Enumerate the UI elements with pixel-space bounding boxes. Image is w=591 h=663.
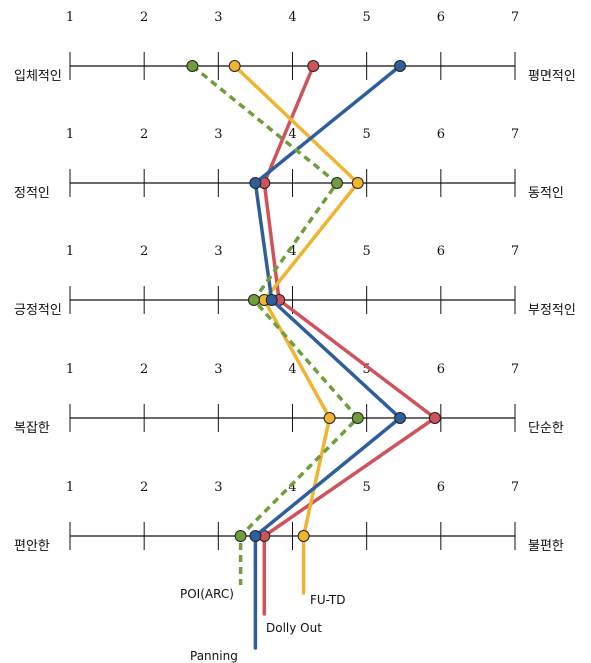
tick-label: 3 xyxy=(214,127,222,142)
series-line-dolly-out xyxy=(262,64,437,616)
series-label-dolly-out: Dolly Out xyxy=(266,621,322,635)
tick-label: 1 xyxy=(66,480,74,495)
tick-label: 5 xyxy=(363,362,371,377)
tick-label: 6 xyxy=(437,127,445,142)
right-anchor-label: 동적인 xyxy=(528,186,564,201)
tick-label: 1 xyxy=(66,362,74,377)
data-point-panning xyxy=(249,530,262,542)
tick-label: 7 xyxy=(511,127,519,142)
tick-label: 3 xyxy=(214,10,222,25)
left-anchor-label: 정적인 xyxy=(14,186,50,201)
tick-label: 1 xyxy=(66,127,74,142)
data-point-poi-arc xyxy=(351,412,364,424)
series-line-fu-td xyxy=(232,64,360,595)
tick-label: 3 xyxy=(214,244,222,259)
tick-label: 6 xyxy=(437,244,445,259)
right-anchor-label: 평면적인 xyxy=(528,69,576,84)
tick-label: 2 xyxy=(140,10,148,25)
series-label-poi-arc: POI(ARC) xyxy=(180,587,234,601)
data-point-poi-arc xyxy=(331,177,343,189)
axes-layer: 1 2 3 4 5 6 7 입체적인 평면적인 1 2 3 4 5 6 7 정적인 동적인 1 2 3 4 5 6 7 긍정적인 부… xyxy=(14,10,576,554)
tick-label: 7 xyxy=(511,10,519,25)
tick-label: 2 xyxy=(140,244,148,259)
tick-label: 2 xyxy=(140,362,148,377)
tick-label: 6 xyxy=(437,362,445,377)
tick-label: 2 xyxy=(140,480,148,495)
data-point-poi-arc xyxy=(247,294,260,306)
series-label-fu-td: FU-TD xyxy=(310,593,345,607)
series-line-panning xyxy=(253,64,402,650)
tick-label: 5 xyxy=(363,244,371,259)
data-point-panning xyxy=(265,294,278,306)
tick-label: 3 xyxy=(214,480,222,495)
series-line-poi-arc xyxy=(191,64,360,585)
tick-label: 5 xyxy=(363,127,371,142)
tick-label: 4 xyxy=(288,127,296,142)
left-anchor-label: 복잡한 xyxy=(14,421,50,436)
tick-label: 6 xyxy=(437,10,445,25)
right-anchor-label: 단순한 xyxy=(528,421,564,436)
tick-label: 6 xyxy=(437,480,445,495)
data-point-panning xyxy=(394,60,407,72)
tick-label: 5 xyxy=(363,480,371,495)
tick-label: 4 xyxy=(288,244,296,259)
right-anchor-label: 부정적인 xyxy=(528,303,576,318)
data-point-dolly-out xyxy=(307,60,320,72)
data-point-dolly-out xyxy=(428,412,441,424)
data-point-panning xyxy=(249,177,262,189)
tick-label: 4 xyxy=(288,480,296,495)
series-label-panning: Panning xyxy=(190,649,238,663)
tick-label: 7 xyxy=(511,362,519,377)
tick-label: 1 xyxy=(66,244,74,259)
left-anchor-label: 긍정적인 xyxy=(14,303,62,318)
data-point-panning xyxy=(394,412,407,424)
tick-label: 3 xyxy=(214,362,222,377)
tick-label: 7 xyxy=(511,244,519,259)
data-point-fu-td xyxy=(323,412,336,424)
tick-label: 4 xyxy=(288,362,296,377)
tick-label: 7 xyxy=(511,480,519,495)
labels-layer: Dolly Out FU-TD Panning POI(ARC) xyxy=(180,587,345,663)
tick-label: 5 xyxy=(363,10,371,25)
tick-label: 1 xyxy=(66,10,74,25)
left-anchor-label: 편안한 xyxy=(14,539,50,554)
data-point-fu-td xyxy=(297,530,310,542)
data-point-poi-arc xyxy=(186,60,199,72)
data-point-poi-arc xyxy=(234,530,247,542)
tick-label: 4 xyxy=(288,10,296,25)
tick-label: 2 xyxy=(140,127,148,142)
left-anchor-label: 입체적인 xyxy=(14,69,62,84)
series-layer xyxy=(186,60,441,650)
data-point-fu-td xyxy=(228,60,241,72)
data-point-fu-td xyxy=(351,177,364,189)
right-anchor-label: 불편한 xyxy=(528,539,564,554)
